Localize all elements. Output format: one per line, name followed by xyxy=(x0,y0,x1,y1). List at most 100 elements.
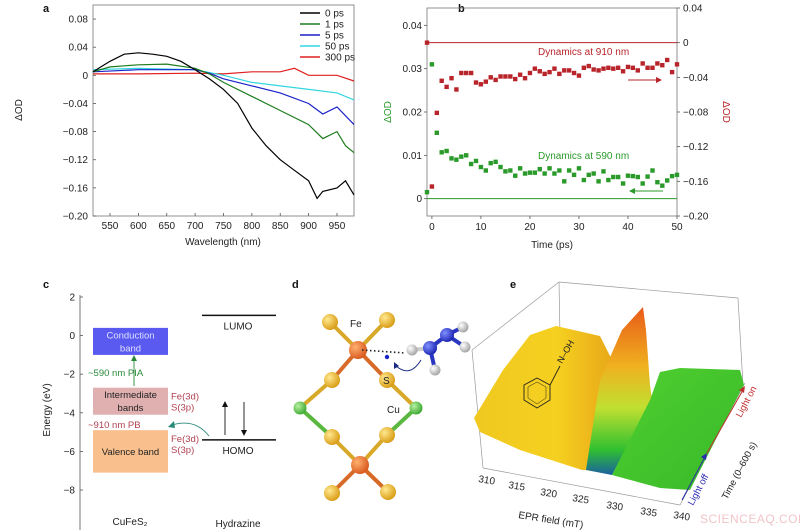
fe-atom xyxy=(351,456,369,474)
data-point-590nm xyxy=(630,173,636,179)
h-atom xyxy=(406,344,418,356)
data-point-590nm xyxy=(537,167,542,172)
x-tick-label: 50 xyxy=(671,222,683,233)
series-line-300ps xyxy=(93,67,355,82)
data-point-590nm xyxy=(557,168,562,173)
y-tick-label: −4 xyxy=(64,408,76,419)
y-tick-label: 0.08 xyxy=(69,15,89,26)
data-point-590nm xyxy=(615,174,621,180)
data-point-590nm xyxy=(571,172,577,178)
cu-atom xyxy=(409,401,423,415)
data-point-910nm xyxy=(444,84,449,90)
data-point-910nm xyxy=(611,66,616,71)
data-point-590nm xyxy=(449,156,454,161)
data-point-590nm xyxy=(508,168,513,173)
series-line-5ps xyxy=(92,69,355,126)
data-point-590nm xyxy=(429,62,435,67)
y-right-tick-label: −0.20 xyxy=(683,212,709,223)
data-point-590nm xyxy=(483,168,489,173)
s-atom-label: S xyxy=(383,376,390,387)
s-atom xyxy=(324,485,340,501)
s-atom xyxy=(379,427,395,443)
data-point-910nm xyxy=(591,67,596,72)
x-tick-label: 0 xyxy=(429,222,435,233)
plot-frame xyxy=(92,4,355,217)
data-point-910nm xyxy=(473,80,479,85)
x-tick-label: 315 xyxy=(508,480,527,494)
pb-transition-label: ~910 nm PB xyxy=(88,420,141,431)
energy-band-box xyxy=(93,387,168,415)
data-point-910nm xyxy=(498,74,503,79)
cufes2-label: CuFeS₂ xyxy=(112,517,147,528)
data-point-590nm xyxy=(552,171,557,176)
x-tick-label: 330 xyxy=(606,500,625,514)
data-point-910nm xyxy=(669,69,675,75)
legend-label: 1 ps xyxy=(325,20,344,31)
data-point-590nm xyxy=(434,130,440,135)
data-point-910nm xyxy=(508,74,513,79)
excitation-arrows-icon xyxy=(222,401,247,436)
legend-label: 300 ps xyxy=(325,53,355,64)
y-tick-label: 0 xyxy=(82,71,88,82)
data-point-590nm xyxy=(468,161,474,167)
y-left-tick-label: 0.01 xyxy=(403,151,423,162)
time-axis-label: Time (0–600 s) xyxy=(720,440,760,501)
pia-arrow-icon xyxy=(131,355,137,386)
h-atom xyxy=(459,341,471,353)
data-point-590nm xyxy=(591,171,596,176)
data-point-910nm xyxy=(664,57,670,63)
data-point-590nm xyxy=(562,179,567,184)
series-line-1ps xyxy=(92,63,355,154)
data-point-910nm xyxy=(586,63,591,69)
data-point-910nm xyxy=(606,65,611,70)
s-atom xyxy=(324,429,340,445)
plot-frame xyxy=(426,7,678,217)
data-point-590nm xyxy=(527,170,533,175)
y-axis-label: Energy (eV) xyxy=(42,383,53,436)
data-point-910nm xyxy=(576,73,582,78)
panel-label-a: a xyxy=(43,3,50,15)
surface-low-field-region xyxy=(474,326,612,470)
data-point-910nm xyxy=(581,65,587,70)
y-axis-right-label: ΔOD xyxy=(720,101,731,123)
y-tick-label: −0.12 xyxy=(63,155,89,166)
data-point-910nm xyxy=(566,68,572,73)
n-atom xyxy=(440,328,454,342)
data-point-910nm xyxy=(493,77,498,83)
orbital-label: Fe(3d) xyxy=(171,434,199,445)
data-point-590nm xyxy=(513,173,518,178)
band-label: Intermediate xyxy=(104,390,157,401)
data-point-590nm xyxy=(664,178,670,183)
x-tick-label: 325 xyxy=(572,493,591,507)
data-point-910nm xyxy=(439,78,444,83)
data-point-590nm xyxy=(620,181,626,186)
y-tick-label: −0.16 xyxy=(63,183,89,194)
y-tick-label: −0.20 xyxy=(63,212,89,223)
data-point-910nm xyxy=(434,110,440,116)
y-tick-label: −0.08 xyxy=(63,127,89,138)
data-point-910nm xyxy=(640,61,645,66)
data-point-590nm xyxy=(655,180,660,185)
data-point-910nm xyxy=(513,76,518,82)
x-tick-label: 900 xyxy=(300,221,317,232)
cu-atom xyxy=(293,401,307,415)
data-point-910nm xyxy=(635,68,640,73)
band-label: Valence band xyxy=(102,447,159,458)
data-point-590nm xyxy=(439,150,444,155)
s-atom xyxy=(379,312,395,328)
annotation-910nm: Dynamics at 910 nm xyxy=(538,47,629,58)
orbital-label: S(3p) xyxy=(171,445,194,456)
x-tick-label: 310 xyxy=(478,474,497,488)
data-point-910nm xyxy=(655,61,660,66)
panel-label-b: b xyxy=(458,3,465,15)
band-label: band xyxy=(120,343,141,354)
data-point-590nm xyxy=(674,172,680,178)
y-right-tick-label: −0.04 xyxy=(683,73,709,84)
series-line-0ps xyxy=(92,52,355,200)
data-point-910nm xyxy=(503,74,508,79)
orbital-label: S(3p) xyxy=(171,403,194,414)
x-tick-label: 320 xyxy=(540,487,559,501)
x-tick-label: 40 xyxy=(622,222,634,233)
data-point-590nm xyxy=(596,179,601,184)
